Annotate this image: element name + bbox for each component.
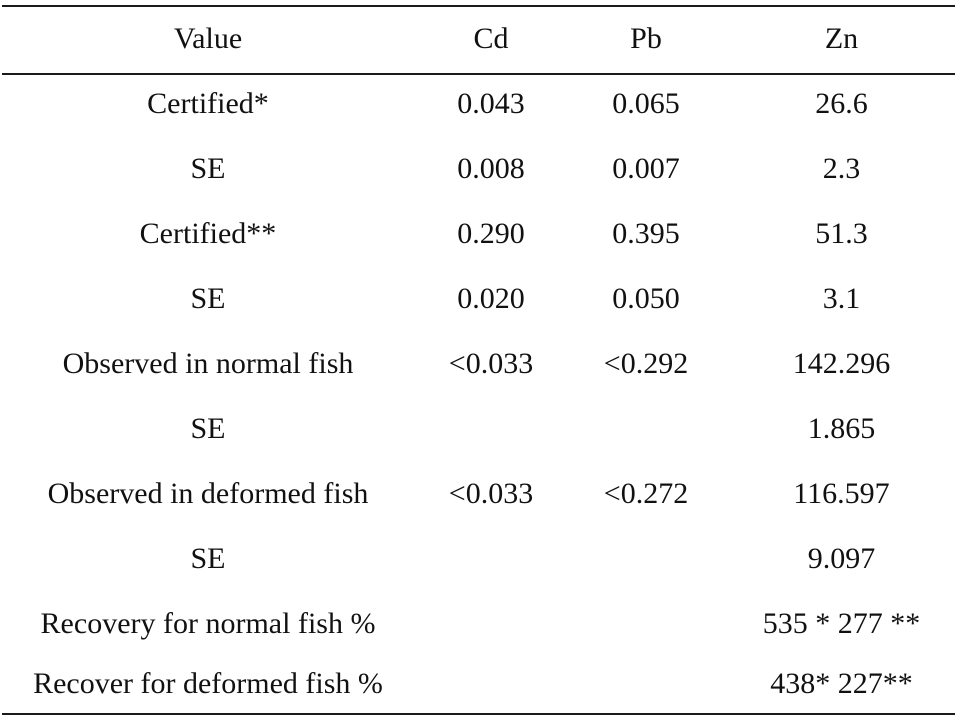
cd-value: <0.033 [448, 347, 534, 380]
header-pb: Pb [630, 22, 662, 55]
zn-value: 26.6 [815, 87, 868, 120]
pb-value [566, 399, 726, 459]
pb-value: 0.007 [612, 152, 680, 185]
pb-value [566, 529, 726, 589]
cd-value: 0.290 [457, 217, 525, 250]
header-value: Value [173, 22, 243, 55]
zn-value: 142.296 [792, 347, 891, 380]
table-header-rule [2, 73, 955, 75]
table-row: Certified** 0.290 0.395 51.3 [0, 204, 957, 264]
pb-value: <0.292 [603, 347, 689, 380]
cd-value [416, 529, 566, 589]
table-row: SE 9.097 [0, 529, 957, 589]
cd-value [416, 399, 566, 459]
zn-value: 2.3 [822, 152, 861, 185]
pb-value [566, 654, 726, 714]
pb-value: 0.065 [612, 87, 680, 120]
table-row: SE 0.008 0.007 2.3 [0, 139, 957, 199]
row-label: Observed in normal fish [62, 347, 354, 380]
zn-value: 535 * 277 ** [762, 607, 921, 640]
row-label: SE [190, 282, 226, 315]
zn-value: 116.597 [793, 477, 890, 510]
row-label: Recovery for normal fish % [40, 607, 376, 640]
zn-value: 1.865 [807, 412, 876, 445]
row-label: SE [190, 542, 226, 575]
row-label: SE [190, 152, 226, 185]
zn-value: 438* 227** [770, 667, 913, 700]
pb-value: 0.395 [612, 217, 680, 250]
cd-value: 0.008 [457, 152, 525, 185]
row-label: Observed in deformed fish [47, 477, 369, 510]
table-row: Observed in normal fish <0.033 <0.292 14… [0, 334, 957, 394]
row-label: Certified* [147, 87, 269, 120]
cd-value: 0.043 [457, 87, 525, 120]
table-row: SE 0.020 0.050 3.1 [0, 269, 957, 329]
header-zn: Zn [824, 22, 859, 55]
pb-value: 0.050 [612, 282, 680, 315]
table-row: Observed in deformed fish <0.033 <0.272 … [0, 464, 957, 524]
pb-value [566, 594, 726, 654]
zn-value: 51.3 [815, 217, 868, 250]
table-row: Recovery for normal fish % 535 * 277 ** [0, 594, 957, 654]
table-row: Recover for deformed fish % 438* 227** [0, 654, 957, 714]
header-cd: Cd [473, 22, 509, 55]
table-top-rule [2, 5, 955, 7]
table-row: Certified* 0.043 0.065 26.6 [0, 74, 957, 134]
cd-value [416, 594, 566, 654]
zn-value: 9.097 [807, 542, 876, 575]
table-bottom-rule [2, 713, 955, 715]
row-label: Recover for deformed fish % [33, 667, 383, 700]
cd-value [416, 654, 566, 714]
row-label: Certified** [139, 217, 277, 250]
table-header-row: Value Cd Pb Zn [0, 9, 957, 69]
pb-value: <0.272 [603, 477, 689, 510]
zn-value: 3.1 [822, 282, 861, 315]
cd-value: 0.020 [457, 282, 525, 315]
row-label: SE [190, 412, 226, 445]
table-row: SE 1.865 [0, 399, 957, 459]
cd-value: <0.033 [448, 477, 534, 510]
